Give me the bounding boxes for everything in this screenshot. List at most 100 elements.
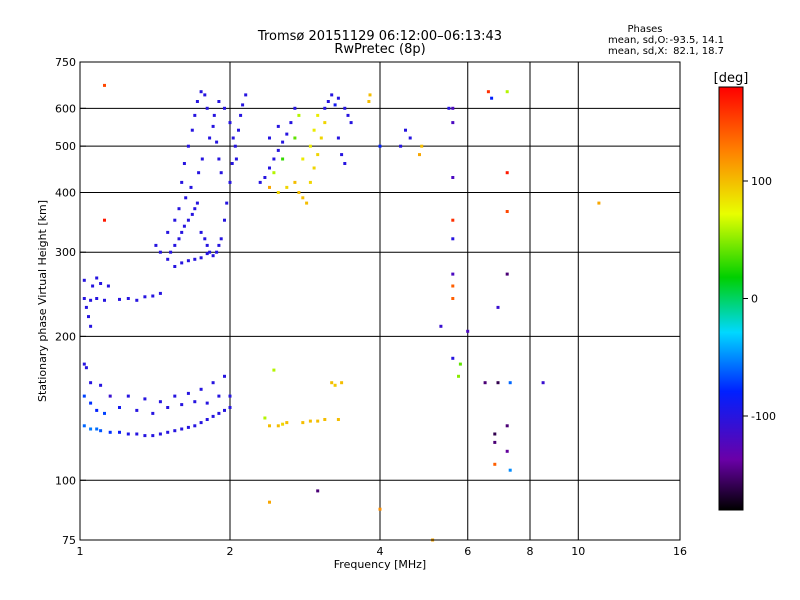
y-axis-ticks: 75 100 200 300 400 500 600 750 [55,56,86,547]
plot-frame [79,61,681,541]
data-point-s6-7 [451,176,455,179]
data-point-s3-55 [208,136,212,140]
data-point-s6-18 [496,305,500,309]
y-tick-label-5: 500 [55,140,76,153]
data-point-s3-2 [173,243,177,247]
data-point-s0-10 [158,432,162,436]
data-point-s2-16 [82,278,86,282]
data-point-s2-5 [126,297,130,300]
data-point-s0-15 [193,424,197,428]
y-tick-label-3: 300 [55,246,76,259]
data-point-s4-19 [343,162,347,165]
data-point-s3-14 [211,254,215,258]
chart-subtitle: RwPretec (8p) [334,42,425,57]
data-point-s4-17 [336,136,340,140]
data-point-s6-36 [378,507,382,511]
data-point-s5-17 [281,157,285,161]
data-point-s0-46 [211,381,215,385]
data-point-s0-28 [151,411,155,415]
data-point-s3-9 [195,201,199,205]
x-axis-ticks: 1 2 4 6 8 10 16 [77,545,688,558]
data-point-s0-39 [84,366,88,370]
data-point-s3-49 [173,218,177,222]
data-point-s4-8 [276,124,280,128]
data-point-s1-3 [301,421,305,425]
stats-o-values: -93.5, 14.1 [670,35,725,46]
data-point-s3-4 [180,230,184,234]
data-point-s3-24 [239,113,243,117]
data-point-s6-35 [268,500,271,504]
data-points [82,83,601,542]
data-point-s0-37 [108,394,112,398]
data-point-s3-1 [169,250,173,254]
data-point-s5-0 [276,191,280,194]
stats-o-label: mean, sd,O: [608,35,669,46]
data-point-s3-27 [180,180,184,184]
colorbar-ticks: -100 0 100 [743,175,776,423]
data-point-s4-11 [330,93,334,97]
data-point-s4-5 [289,121,293,125]
data-point-s5-2 [293,180,297,184]
data-point-s0-26 [118,406,121,409]
data-point-s3-42 [186,259,190,263]
data-point-s5-19 [297,113,301,117]
data-point-s0-35 [89,381,93,385]
data-point-s2-3 [103,298,106,302]
data-point-s0-13 [180,427,184,431]
data-point-s3-58 [223,106,226,110]
data-point-s0-27 [135,408,139,412]
data-point-s4-2 [276,148,280,152]
data-point-s3-51 [184,196,188,200]
data-point-s0-19 [217,411,221,415]
data-point-s5-12 [308,144,312,148]
data-point-s3-56 [212,113,216,117]
colorbar-tick-label-1: 0 [751,293,758,306]
data-point-s6-28 [505,424,509,428]
data-point-s6-4 [399,144,403,148]
data-point-s5-13 [312,128,316,132]
data-point-s5-14 [316,113,320,117]
data-point-s5-11 [301,157,305,161]
data-point-s2-9 [158,291,162,295]
data-point-s6-11 [451,284,455,288]
data-point-s2-2 [95,297,99,300]
data-point-s5-8 [316,153,320,157]
x-tick-label-2: 4 [377,545,384,558]
data-point-s5-4 [301,196,305,200]
data-point-s5-10 [323,121,327,125]
y-tick-label-6: 600 [55,102,76,115]
data-point-s0-22 [82,394,86,398]
data-point-s5-3 [297,191,301,194]
data-point-s6-12 [451,297,455,300]
data-point-s1-1 [276,424,280,428]
data-point-s3-54 [200,157,204,161]
data-point-s6-14 [505,90,509,94]
data-point-s0-12 [173,429,177,433]
data-point-s6-26 [508,381,512,385]
data-point-s1-8 [333,383,337,387]
data-point-s3-8 [193,207,197,211]
data-point-s3-3 [177,237,181,241]
data-point-s2-6 [135,298,139,302]
data-point-s0-18 [211,414,215,418]
data-point-s3-37 [215,140,219,144]
data-point-s6-13 [486,90,490,94]
data-point-s6-41 [447,106,451,110]
chart-title: Tromsø 20151129 06:12:00–06:13:43 [257,29,502,44]
data-point-s0-23 [89,401,93,405]
data-point-s0-2 [95,427,99,431]
data-point-s1-4 [308,419,312,423]
data-point-s3-52 [189,185,193,189]
data-point-s5-20 [367,100,371,103]
data-point-s0-9 [151,434,155,438]
y-tick-label-7: 750 [55,56,76,69]
data-point-s6-27 [541,381,545,385]
data-point-s3-59 [228,121,232,125]
y-axis-label: Stationary phase Virtual Height [km] [36,200,49,402]
data-point-s3-15 [215,250,219,254]
data-point-s4-4 [285,132,289,136]
data-point-s4-21 [263,176,267,179]
data-point-s2-4 [118,297,121,301]
data-point-s0-38 [82,362,86,366]
data-point-s1-11 [281,422,285,426]
